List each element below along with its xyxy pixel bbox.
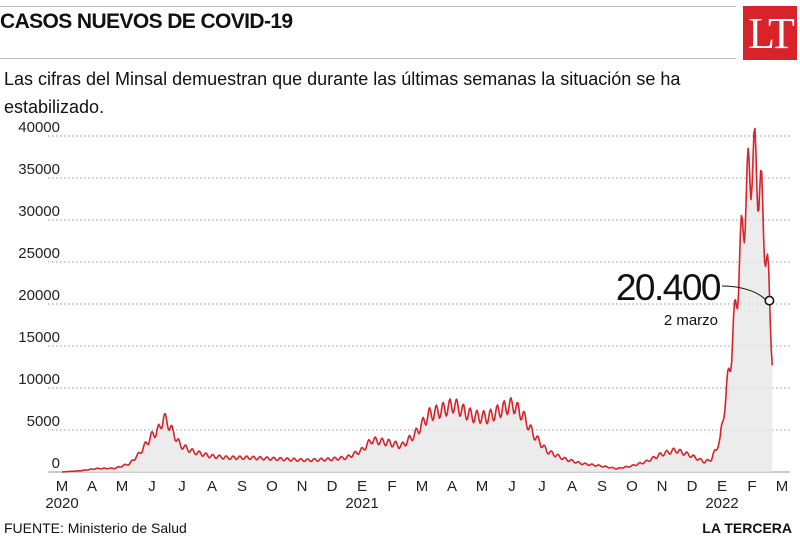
x-tick-label-1: A [87,478,97,495]
x-tick-label-19: O [626,478,638,495]
x-tick-label-6: S [237,478,247,495]
x-tick-label-24: M [776,478,789,495]
x-tick-label-3: J [148,478,156,495]
y-tick-label-25000: 25000 [18,245,60,262]
x-tick-label-7: O [266,478,278,495]
axis-layer: 0 5000 10000 15000 20000 25000 30000 35000 40000… [18,119,788,512]
x-tick-label-4: J [178,478,186,495]
y-tick-label-40000: 40000 [18,119,60,136]
y-tick-label-35000: 35000 [18,161,60,178]
x-tick-label-23: F [747,478,756,495]
source-note: FUENTE: Ministerio de Salud [4,520,187,536]
x-tick-label-0: M [56,478,69,495]
x-tick-label-10: E [357,478,367,495]
x-year-label-2020: 2020 [45,495,78,512]
y-tick-label-20000: 20000 [18,287,60,304]
x-tick-label-13: A [447,478,457,495]
x-tick-label-14: M [476,478,489,495]
y-tick-label-5000: 5000 [27,413,60,430]
x-tick-label-9: D [327,478,338,495]
y-tick-label-15000: 15000 [18,329,60,346]
title-divider [0,58,736,59]
x-tick-label-17: A [567,478,577,495]
x-tick-label-11: F [387,478,396,495]
chart-subtitle: Las cifras del Minsal demuestran que dur… [4,69,681,117]
y-tick-label-10000: 10000 [18,371,60,388]
annotation-marker [764,295,775,306]
x-tick-label-22: E [717,478,727,495]
top-divider [0,6,736,7]
annotation-date-label: 2 marzo [664,312,718,329]
x-tick-label-21: D [687,478,698,495]
x-tick-label-8: N [297,478,308,495]
x-tick-label-20: N [657,478,668,495]
chart-title: CASOS NUEVOS DE COVID-19 [0,10,293,33]
x-tick-label-5: A [207,478,217,495]
x-tick-label-12: M [416,478,429,495]
la-tercera-logo: LT [743,6,797,60]
brand-label: LA TERCERA [702,520,792,536]
x-year-label-2022: 2022 [705,495,738,512]
x-tick-label-18: S [597,478,607,495]
y-tick-label-30000: 30000 [18,203,60,220]
x-tick-label-2: M [116,478,129,495]
series-line [61,127,774,473]
x-tick-label-15: J [508,478,516,495]
y-tick-label-0: 0 [52,455,60,472]
x-tick-label-16: J [538,478,546,495]
annotation-leader [721,285,766,300]
annotation-layer: 20.400 2 marzo [616,267,775,329]
x-year-label-2021: 2021 [345,495,378,512]
annotation-value-label: 20.400 [616,267,721,308]
